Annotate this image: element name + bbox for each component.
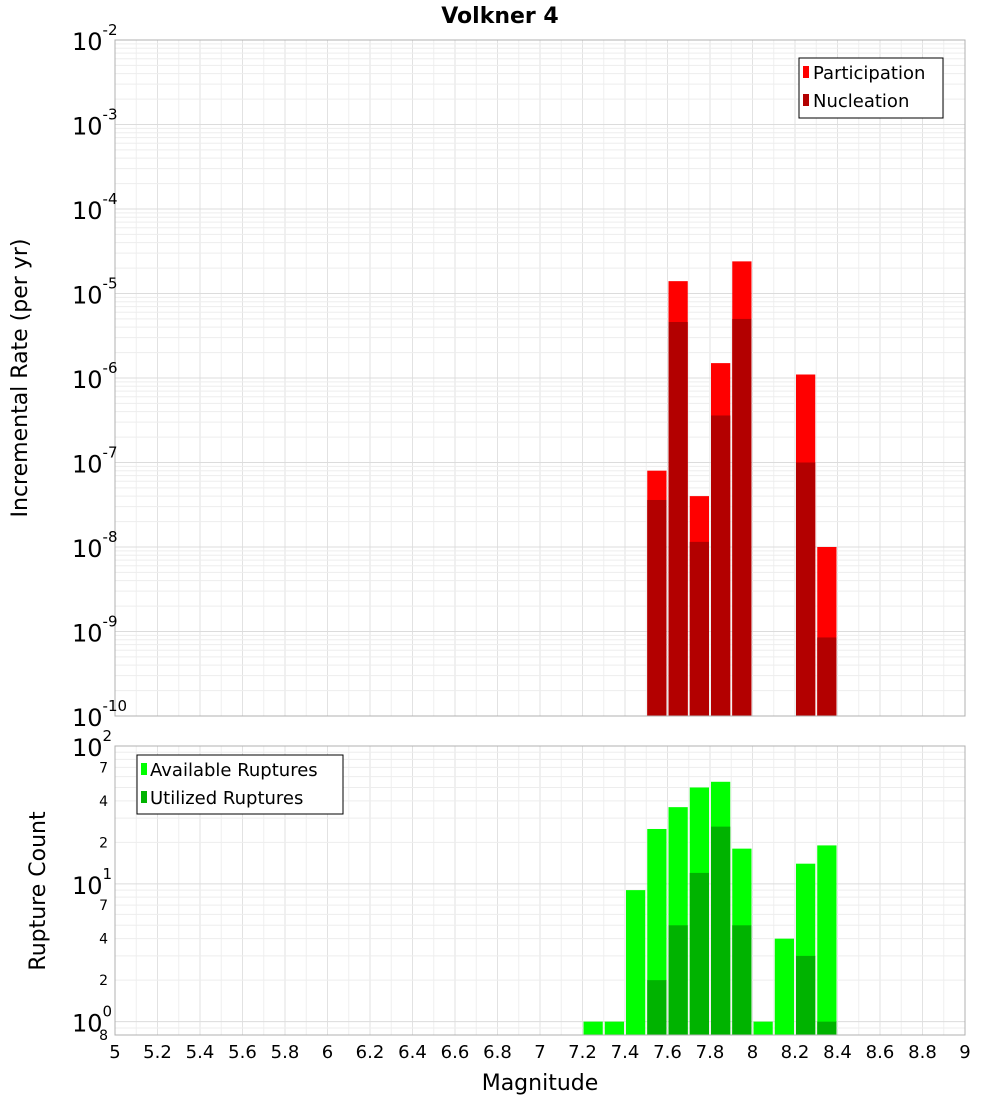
bar-utilized-ruptures	[689, 872, 709, 1035]
x-tick-label: 5.4	[186, 1042, 215, 1063]
x-tick-label: 5	[109, 1042, 120, 1063]
x-tick-label: 7.6	[653, 1042, 682, 1063]
bar-nucleation	[711, 415, 731, 716]
counts-legend: Available Ruptures Utilized Ruptures	[136, 754, 344, 815]
x-tick-label: 6	[322, 1042, 333, 1063]
x-tick-label: 8	[747, 1042, 758, 1063]
rates-y-tick-label: 10-10	[72, 697, 127, 732]
x-tick-label: 5.2	[143, 1042, 172, 1063]
legend-utilized-label: Utilized Ruptures	[150, 788, 303, 809]
bar-nucleation	[732, 318, 752, 716]
rates-legend-box	[798, 57, 944, 119]
rates-y-tick-label: 10-6	[72, 359, 118, 394]
legend-participation-label: Participation	[813, 63, 925, 84]
legend-nucleation-label: Nucleation	[813, 91, 909, 112]
legend-utilized-swatch	[141, 791, 147, 803]
counts-y-minor-tick-label: 7	[99, 898, 108, 914]
x-tick-label: 6.2	[356, 1042, 385, 1063]
rates-y-tick-label: 10-5	[72, 275, 118, 310]
x-tick-label: 6.4	[398, 1042, 427, 1063]
x-tick-label: 5.6	[228, 1042, 257, 1063]
bar-available-ruptures	[583, 1021, 603, 1035]
rates-gridlines	[114, 39, 966, 717]
counts-y-minor-tick-label: 2	[99, 973, 108, 989]
counts-y-axis-label: Rupture Count	[26, 811, 51, 971]
x-tick-label: 9	[959, 1042, 970, 1063]
rates-y-axis-label: Incremental Rate (per yr)	[8, 239, 33, 518]
legend-available-label: Available Ruptures	[150, 760, 318, 781]
bar-available-ruptures	[774, 938, 794, 1035]
counts-y-tick-label: 100	[72, 1003, 112, 1038]
rates-y-tick-label: 10-4	[72, 190, 118, 225]
x-tick-label: 8.4	[823, 1042, 852, 1063]
x-tick-label: 6.8	[483, 1042, 512, 1063]
bar-utilized-ruptures	[732, 925, 752, 1035]
bar-utilized-ruptures	[711, 826, 731, 1035]
rates-plot-frame	[114, 39, 966, 717]
counts-y-tick-label: 102	[72, 727, 112, 762]
rates-y-tick-label: 10-8	[72, 528, 118, 563]
counts-y-minor-tick-label: 4	[99, 794, 108, 810]
rates-y-tick-label: 10-2	[72, 21, 118, 56]
counts-plot-frame	[114, 745, 966, 1036]
rates-y-tick-label: 10-3	[72, 106, 118, 141]
bar-available-ruptures	[817, 845, 837, 1035]
x-tick-label: 7.4	[611, 1042, 640, 1063]
bar-utilized-ruptures	[668, 925, 688, 1035]
x-tick-label: 8.8	[908, 1042, 937, 1063]
x-tick-label: 7	[534, 1042, 545, 1063]
rates-y-ticks: 10-2 10-3 10-4 10-5 10-6 10-7 10-8 10-9 10-10	[72, 21, 127, 732]
bar-nucleation	[817, 637, 837, 716]
counts-legend-box	[136, 754, 344, 815]
bar-utilized-ruptures	[796, 955, 816, 1035]
counts-y-ticks: 102 101 100 7 4 2 7 4 2 8	[72, 727, 112, 1044]
bar-available-ruptures	[753, 1021, 773, 1035]
x-tick-label: 5.8	[271, 1042, 300, 1063]
x-axis-label: Magnitude	[482, 1071, 599, 1096]
bar-utilized-ruptures	[647, 980, 667, 1035]
counts-y-minor-tick-label: 2	[99, 835, 108, 851]
bar-available-ruptures	[626, 890, 646, 1035]
bar-nucleation	[796, 462, 816, 716]
x-tick-label: 8.2	[781, 1042, 810, 1063]
bar-nucleation	[689, 541, 709, 716]
rates-legend: Participation Nucleation	[798, 57, 944, 119]
x-tick-label: 6.6	[441, 1042, 470, 1063]
counts-y-tick-label: 101	[72, 865, 112, 900]
legend-participation-swatch	[803, 66, 809, 78]
rates-y-tick-label: 10-7	[72, 444, 118, 479]
counts-bars	[583, 781, 837, 1035]
bar-available-ruptures	[604, 1021, 624, 1035]
legend-available-swatch	[141, 763, 147, 775]
legend-nucleation-swatch	[803, 94, 809, 106]
bar-nucleation	[668, 321, 688, 716]
counts-y-minor-tick-label: 8	[99, 1028, 108, 1044]
x-tick-label: 7.8	[696, 1042, 725, 1063]
rates-y-tick-label: 10-9	[72, 613, 118, 648]
bar-utilized-ruptures	[817, 1021, 837, 1035]
x-tick-label: 7.2	[568, 1042, 597, 1063]
counts-y-minor-tick-label: 4	[99, 932, 108, 948]
counts-y-minor-tick-label: 7	[99, 760, 108, 776]
bar-nucleation	[647, 499, 667, 716]
chart-title: Volkner 4	[441, 4, 559, 29]
x-tick-label: 8.6	[866, 1042, 895, 1063]
x-axis-ticks: 5 5.2 5.4 5.6 5.8 6 6.2 6.4 6.6 6.8 7 7.2 7.4 7.6 7.8 8…	[109, 1042, 970, 1063]
rates-bars	[647, 261, 837, 716]
